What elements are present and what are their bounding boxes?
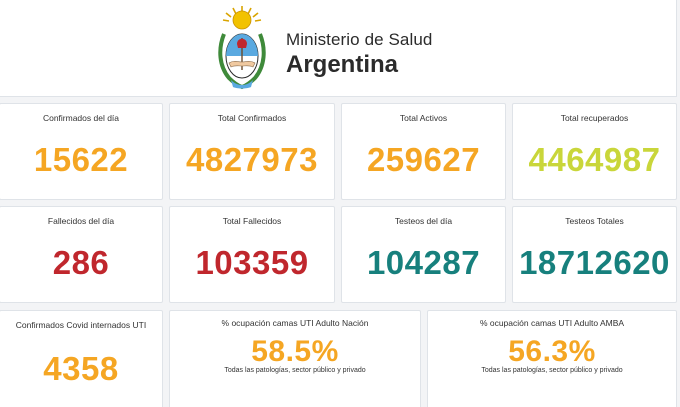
- card-icu-confirmed: Confirmados Covid internados UTI 4358: [0, 310, 163, 407]
- card-value: 4358: [43, 350, 119, 387]
- header-banner: Ministerio de Salud Argentina: [0, 0, 677, 97]
- card-label: Total Fallecidos: [222, 216, 282, 226]
- ministry-name: Ministerio de Salud: [286, 30, 433, 49]
- card-icu-nation: % ocupación camas UTI Adulto Nación 58.5…: [169, 310, 421, 407]
- card-label: Testeos Totales: [565, 216, 624, 226]
- coat-of-arms-icon: [218, 6, 266, 90]
- card-total-active: Total Activos 259627: [341, 103, 506, 200]
- card-icu-amba: % ocupación camas UTI Adulto AMBA 56.3% …: [427, 310, 677, 407]
- card-value: 4827973: [186, 141, 318, 178]
- country-name: Argentina: [286, 51, 399, 78]
- card-total-confirmed: Total Confirmados 4827973: [169, 103, 335, 200]
- card-value: 4464987: [528, 141, 661, 178]
- card-deaths-day: Fallecidos del día 286: [0, 206, 163, 303]
- card-tests-day: Testeos del día 104287: [341, 206, 506, 303]
- card-label: Confirmados Covid internados UTI: [15, 320, 147, 330]
- card-label: Confirmados del día: [42, 113, 120, 123]
- card-label: % ocupación camas UTI Adulto Nación: [221, 318, 369, 328]
- card-label: % ocupación camas UTI Adulto AMBA: [479, 318, 625, 328]
- card-label: Total Activos: [399, 113, 448, 123]
- card-value: 286: [52, 244, 110, 281]
- card-value: 56.3%: [508, 335, 596, 368]
- card-note: Todas las patologías, sector público y p…: [481, 367, 623, 374]
- card-value: 18712620: [519, 244, 670, 281]
- card-confirmed-day: Confirmados del día 15622: [0, 103, 163, 200]
- card-value: 103359: [195, 244, 309, 281]
- card-total-recovered: Total recuperados 4464987: [512, 103, 677, 200]
- brand-block: Ministerio de Salud Argentina: [286, 30, 432, 80]
- card-value: 58.5%: [251, 335, 339, 368]
- card-total-deaths: Total Fallecidos 103359: [169, 206, 335, 303]
- card-note: Todas las patologías, sector público y p…: [224, 367, 366, 374]
- card-total-tests: Testeos Totales 18712620: [512, 206, 677, 303]
- card-label: Total Confirmados: [217, 113, 287, 123]
- card-value: 15622: [33, 141, 129, 178]
- card-label: Total recuperados: [560, 113, 629, 123]
- card-value: 259627: [366, 141, 481, 178]
- card-label: Testeos del día: [394, 216, 453, 226]
- card-value: 104287: [366, 244, 481, 281]
- card-label: Fallecidos del día: [47, 216, 115, 226]
